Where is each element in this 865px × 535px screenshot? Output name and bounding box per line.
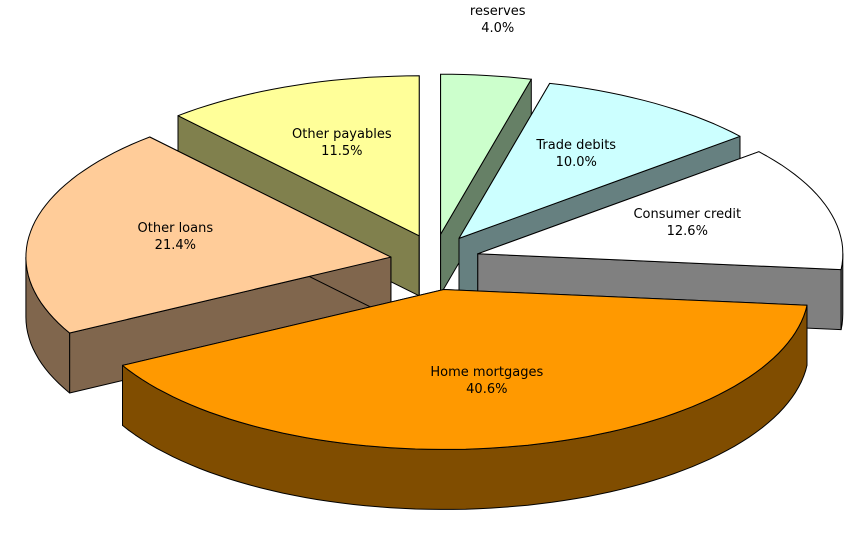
slice-value: 10.0% (555, 155, 597, 171)
slice-name: Other payables (292, 126, 392, 142)
slice-value: 12.6% (666, 223, 708, 239)
slice-top (122, 289, 808, 450)
slice-top (477, 151, 844, 271)
label: Trade debits 10.0% (501, 137, 651, 171)
slice-top (25, 136, 392, 334)
slice-value: 21.4% (154, 238, 196, 254)
slice-top (177, 75, 420, 237)
label: Home mortgages 40.6% (412, 364, 562, 398)
slice-top (440, 73, 532, 235)
slice-top (458, 82, 741, 239)
label: Other loans 21.4% (100, 220, 250, 254)
label: Other payables 11.5% (267, 126, 417, 160)
slice-name: Consumer credit (633, 206, 742, 222)
slice-name: Other loans (137, 221, 214, 237)
slice-name: Home mortgages (430, 364, 544, 380)
slice-value: 4.0% (481, 20, 515, 36)
slice-name: Trade debits (536, 138, 617, 154)
slice-name: Insurance technical reserves (434, 0, 561, 19)
slice-value: 11.5% (321, 143, 363, 159)
label: Consumer credit 12.6% (612, 206, 762, 240)
slice-value: 40.6% (466, 381, 508, 397)
slice (122, 289, 808, 510)
